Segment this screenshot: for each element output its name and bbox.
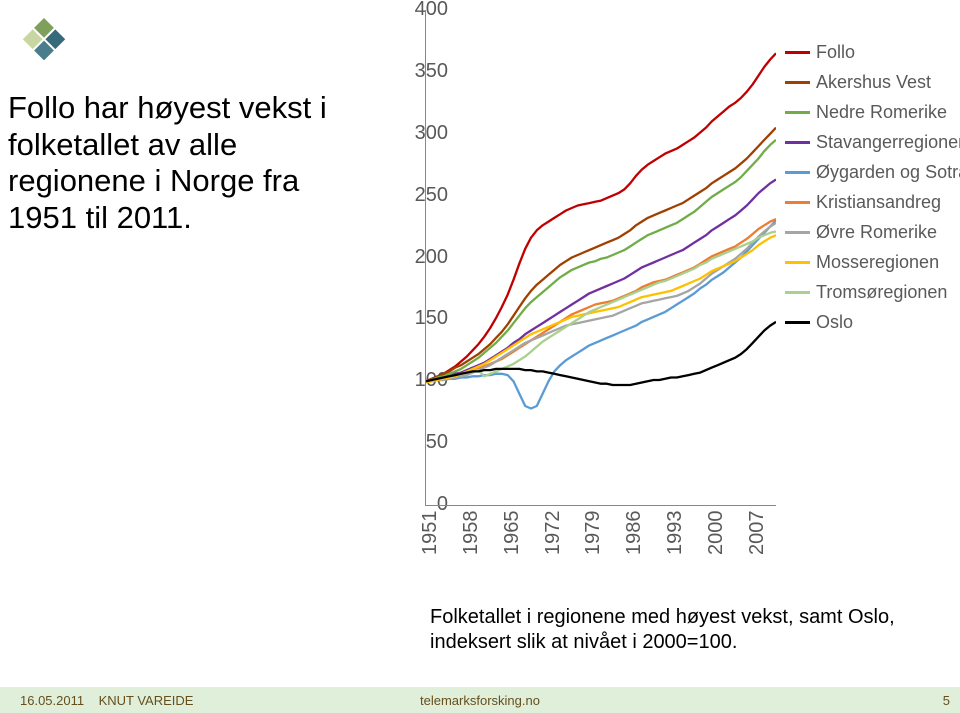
legend-swatch xyxy=(785,231,810,234)
logo-svg xyxy=(20,12,68,60)
legend-swatch xyxy=(785,201,810,204)
legend-swatch xyxy=(785,81,810,84)
legend-label: Øvre Romerike xyxy=(816,222,937,243)
x-tick-label: 1965 xyxy=(501,511,524,556)
legend-label: Follo xyxy=(816,42,855,63)
x-tick-label: 2007 xyxy=(746,511,769,556)
x-tick-label: 1979 xyxy=(582,511,605,556)
x-tick-label: 1986 xyxy=(623,511,646,556)
slide: Follo har høyest vekst i folketallet av … xyxy=(0,0,960,713)
legend-label: Stavangerregionen xyxy=(816,132,960,153)
legend-swatch xyxy=(785,321,810,324)
legend-item: Stavangerregionen xyxy=(785,132,945,153)
logo xyxy=(20,12,68,65)
series-follo xyxy=(426,53,776,381)
plot-svg xyxy=(426,10,776,505)
legend-item: Kristiansandreg xyxy=(785,192,945,213)
legend-label: Mosseregionen xyxy=(816,252,939,273)
legend-swatch xyxy=(785,51,810,54)
footer: 16.05.2011 KNUT VAREIDE telemarksforskin… xyxy=(0,687,960,713)
plot-area xyxy=(425,10,776,506)
legend-item: Øygarden og Sotra xyxy=(785,162,945,183)
legend-item: Øvre Romerike xyxy=(785,222,945,243)
legend-item: Akershus Vest xyxy=(785,72,945,93)
legend-label: Akershus Vest xyxy=(816,72,931,93)
legend-label: Nedre Romerike xyxy=(816,102,947,123)
legend-label: Tromsøregionen xyxy=(816,282,947,303)
slide-title: Follo har høyest vekst i folketallet av … xyxy=(8,90,358,236)
legend-item: Follo xyxy=(785,42,945,63)
x-tick-label: 1951 xyxy=(419,511,442,556)
x-tick-label: 1958 xyxy=(460,511,483,556)
legend: Follo Akershus Vest Nedre Romerike Stavange… xyxy=(785,42,945,342)
series-øygarden-og-sotra xyxy=(426,220,776,408)
footer-author: KNUT VAREIDE xyxy=(99,693,194,708)
legend-label: Øygarden og Sotra xyxy=(816,162,960,183)
series-stavangerregionen xyxy=(426,180,776,382)
x-tick-label: 1993 xyxy=(664,511,687,556)
legend-swatch xyxy=(785,141,810,144)
series-mosseregionen xyxy=(426,235,776,382)
legend-swatch xyxy=(785,291,810,294)
x-tick-label: 2000 xyxy=(705,511,728,556)
legend-item: Tromsøregionen xyxy=(785,282,945,303)
legend-swatch xyxy=(785,111,810,114)
legend-item: Oslo xyxy=(785,312,945,333)
caption: Folketallet i regionene med høyest vekst… xyxy=(430,605,910,655)
chart: 050100150200250300350400 195119581965197… xyxy=(370,0,950,560)
footer-date-author: 16.05.2011 KNUT VAREIDE xyxy=(20,693,193,708)
x-tick-label: 1972 xyxy=(542,511,565,556)
legend-item: Nedre Romerike xyxy=(785,102,945,123)
legend-swatch xyxy=(785,171,810,174)
legend-label: Oslo xyxy=(816,312,853,333)
legend-swatch xyxy=(785,261,810,264)
footer-date: 16.05.2011 xyxy=(20,693,84,708)
legend-item: Mosseregionen xyxy=(785,252,945,273)
footer-page: 5 xyxy=(943,693,950,708)
legend-label: Kristiansandreg xyxy=(816,192,941,213)
